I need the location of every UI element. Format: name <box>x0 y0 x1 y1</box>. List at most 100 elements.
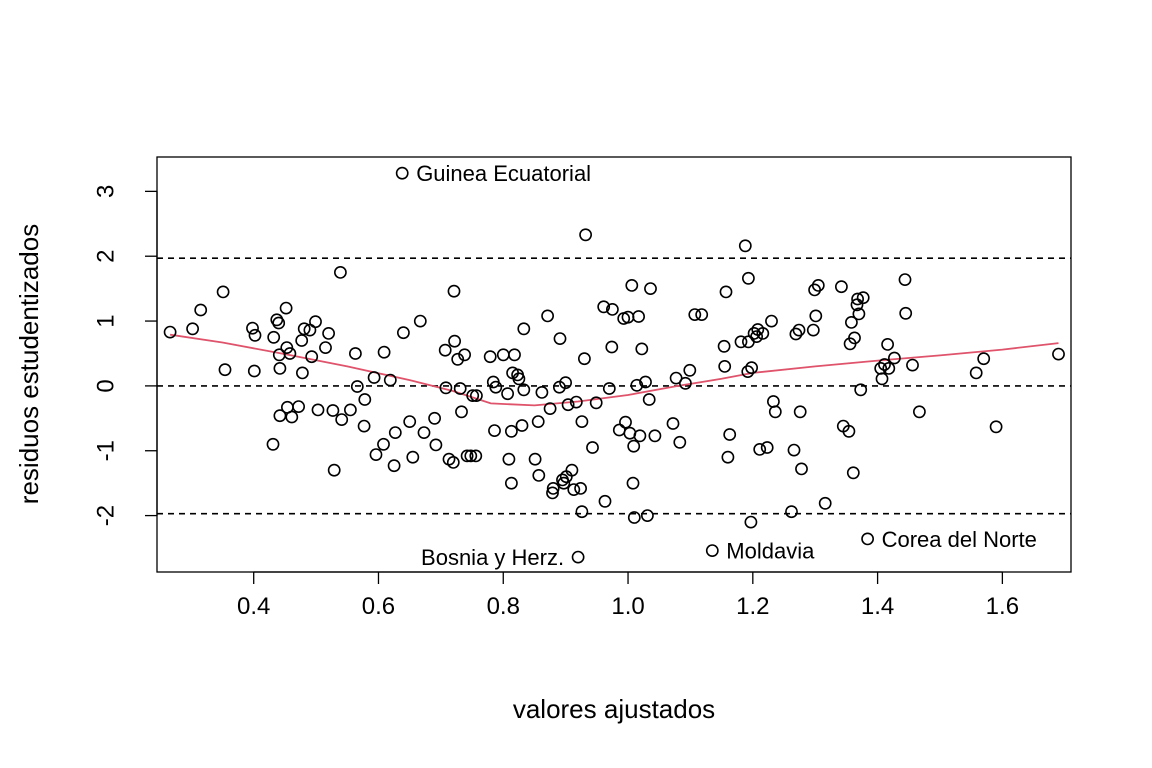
data-point <box>1052 347 1065 361</box>
data-point <box>466 389 480 402</box>
data-point <box>517 383 531 397</box>
point-label: Bosnia y Herz. <box>421 545 564 570</box>
data-point <box>627 439 641 453</box>
data-point <box>561 398 575 412</box>
data-point <box>747 326 761 340</box>
data-point <box>881 337 894 351</box>
data-point <box>899 306 913 320</box>
data-point <box>626 476 640 490</box>
data-point <box>429 438 443 452</box>
data-point <box>842 424 856 438</box>
data-point <box>625 278 639 292</box>
data-point <box>718 359 732 373</box>
data-point <box>194 303 208 317</box>
data-point <box>387 459 401 473</box>
data-point <box>721 450 735 464</box>
data-point <box>793 405 807 419</box>
data-point <box>642 393 656 406</box>
data-point <box>531 415 545 428</box>
data-point <box>734 335 748 349</box>
data-point <box>280 341 294 354</box>
data-point <box>906 358 919 372</box>
x-axis: 0.4 0.6 0.8 1.0 1.2 1.4 1.6 <box>237 571 1019 620</box>
data-point <box>848 331 861 345</box>
data-point <box>750 330 763 343</box>
point-labels-layer: Guinea Ecuatorial Bosnia y Herz. Moldavia C… <box>416 161 1037 570</box>
data-point <box>635 342 649 356</box>
data-point <box>273 361 287 375</box>
data-point <box>627 511 641 524</box>
y-tick-label: 1 <box>92 314 119 327</box>
data-point <box>619 415 632 429</box>
data-point <box>679 376 692 390</box>
data-point <box>348 347 362 360</box>
data-point <box>612 423 626 437</box>
data-point <box>597 300 611 314</box>
data-point <box>574 481 587 495</box>
data-point <box>469 449 483 463</box>
data-point <box>396 326 410 340</box>
data-point <box>575 505 589 519</box>
data-point <box>377 345 391 359</box>
data-point <box>453 382 467 395</box>
data-point <box>357 419 371 433</box>
data-point <box>541 309 554 323</box>
data-point <box>913 405 926 419</box>
data-point <box>388 426 402 439</box>
data-point <box>795 462 808 476</box>
data-point <box>469 389 483 402</box>
data-point <box>247 364 261 378</box>
y-axis-label: residuos estudentizados <box>14 224 44 504</box>
data-point <box>311 403 325 417</box>
plot-frame <box>156 156 1072 573</box>
data-point <box>292 400 305 413</box>
data-point <box>512 372 526 386</box>
data-point <box>806 323 820 337</box>
data-point <box>350 380 364 393</box>
data-point <box>377 437 390 451</box>
data-point <box>439 381 453 395</box>
data-point <box>602 382 616 395</box>
data-point <box>742 271 755 285</box>
data-point <box>446 455 460 469</box>
y-tick-label: 0 <box>92 379 119 392</box>
data-point <box>809 309 823 323</box>
data-point <box>673 435 687 449</box>
data-point <box>543 402 557 415</box>
data-point <box>811 278 825 292</box>
data-point <box>989 420 1003 434</box>
data-point <box>455 405 468 419</box>
data-point <box>705 544 719 557</box>
data-point <box>557 476 571 490</box>
data-point <box>666 417 680 430</box>
data-point <box>535 385 549 399</box>
data-point <box>688 308 702 321</box>
data-point <box>787 443 801 457</box>
x-tick-label: 0.4 <box>237 593 270 620</box>
data-point <box>767 395 780 408</box>
data-point <box>218 363 232 377</box>
data-point <box>598 494 612 508</box>
y-axis: -2 -1 0 1 2 3 <box>92 185 158 526</box>
data-point <box>502 452 516 466</box>
data-point <box>768 405 782 419</box>
data-point <box>335 413 349 426</box>
data-point <box>579 228 592 242</box>
data-point <box>723 428 737 441</box>
data-point <box>745 361 758 375</box>
data-point <box>216 285 230 299</box>
data-point <box>852 307 866 321</box>
data-point <box>501 387 514 401</box>
point-label: Moldavia <box>726 539 815 564</box>
data-point <box>789 327 803 341</box>
data-point <box>571 550 585 564</box>
data-point <box>383 373 397 387</box>
data-point <box>565 463 579 477</box>
data-point <box>309 315 322 329</box>
data-point <box>369 448 383 461</box>
data-point <box>532 468 546 482</box>
data-point <box>417 426 431 439</box>
data-point <box>835 280 848 294</box>
data-point <box>285 410 299 424</box>
data-point <box>295 366 309 380</box>
